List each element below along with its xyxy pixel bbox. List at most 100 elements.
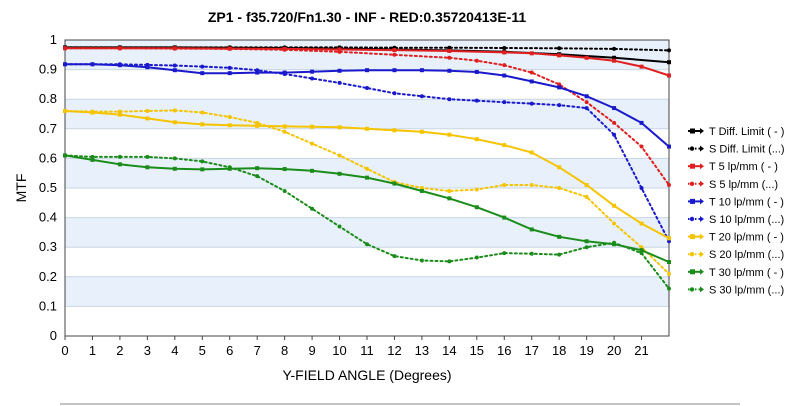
series-point xyxy=(310,141,315,146)
series-point xyxy=(667,60,671,65)
series-point xyxy=(584,106,589,111)
series-5 xyxy=(63,62,671,244)
legend-marker xyxy=(690,269,695,275)
series-point xyxy=(639,248,644,253)
series-point xyxy=(502,73,507,78)
legend-marker xyxy=(689,287,695,292)
series-point xyxy=(584,194,589,199)
plot-band xyxy=(65,276,669,307)
series-point xyxy=(90,154,95,159)
series-line xyxy=(64,154,670,290)
legend-label: T 20 lp/mm ( - ) xyxy=(709,232,784,244)
legend-marker xyxy=(689,146,695,151)
series-point xyxy=(282,72,287,77)
series-point xyxy=(529,79,534,84)
legend-label: S 10 lp/mm (...) xyxy=(709,214,784,226)
series-point xyxy=(392,68,397,73)
series-6 xyxy=(63,109,671,241)
y-tick-label: 1 xyxy=(50,32,57,47)
legend-label: T 5 lp/mm ( - ) xyxy=(709,161,778,173)
series-point xyxy=(392,91,397,96)
series-point xyxy=(502,183,507,188)
series-point xyxy=(502,50,507,55)
series-point xyxy=(557,186,562,190)
legend-item: S 5 lp/mm (...) xyxy=(688,179,778,191)
legend-item: T 10 lp/mm ( - ) xyxy=(688,196,784,208)
series-point xyxy=(392,254,397,259)
legend-label: S 20 lp/mm (...) xyxy=(709,249,784,261)
x-tick-label: 13 xyxy=(415,343,429,358)
series-point xyxy=(447,55,452,60)
legend-label: S 5 lp/mm (...) xyxy=(709,179,778,191)
series-3 xyxy=(63,46,671,188)
series-point xyxy=(502,100,507,105)
x-axis-label: Y-FIELD ANGLE (Degrees) xyxy=(282,367,451,383)
x-tick-label: 15 xyxy=(470,343,484,358)
series-point xyxy=(310,168,315,173)
series-layer xyxy=(63,45,671,291)
legend-marker xyxy=(690,234,695,240)
series-point xyxy=(337,68,342,73)
series-point xyxy=(200,110,205,115)
series-point xyxy=(200,71,205,76)
legend-label: T 30 lp/mm ( - ) xyxy=(709,267,784,279)
x-tick-label: 1 xyxy=(89,343,96,358)
series-point xyxy=(365,166,369,171)
x-tick-label: 6 xyxy=(226,343,233,358)
series-point xyxy=(63,153,67,158)
series-point xyxy=(474,58,479,63)
series-point xyxy=(337,125,342,130)
series-point xyxy=(474,255,479,260)
legend-item: T Diff. Limit ( - ) xyxy=(688,126,784,138)
series-point xyxy=(474,205,479,210)
series-point xyxy=(117,62,122,67)
x-tick-label: 5 xyxy=(199,343,206,358)
series-point xyxy=(557,165,562,170)
series-point xyxy=(639,221,644,226)
x-tick-label: 19 xyxy=(579,343,593,358)
x-tick-label: 2 xyxy=(116,343,123,358)
series-point xyxy=(474,137,479,142)
series-point xyxy=(667,271,671,276)
series-point xyxy=(200,159,205,164)
x-tick-label: 10 xyxy=(332,343,346,358)
series-point xyxy=(667,73,671,78)
y-tick-label: 0.3 xyxy=(39,239,57,254)
series-point xyxy=(447,97,452,102)
series-point xyxy=(117,162,122,167)
series-point xyxy=(502,143,507,148)
series-point xyxy=(392,128,397,133)
series-point xyxy=(612,58,617,63)
series-line xyxy=(64,63,670,243)
legend-label: T 10 lp/mm ( - ) xyxy=(709,196,784,208)
x-axis-ticks: 0 1 2 3 4 5 6 7 8 9 10 11 12 13 14 15 16 17 18 19 20 21 xyxy=(61,336,649,358)
legend-arrow xyxy=(700,286,704,293)
series-point xyxy=(365,68,369,73)
series-point xyxy=(63,109,67,114)
series-point xyxy=(447,68,452,73)
series-point xyxy=(255,123,260,128)
series-point xyxy=(337,47,342,52)
legend-item: S 10 lp/mm (...) xyxy=(688,214,784,226)
series-point xyxy=(172,166,177,171)
series-point xyxy=(282,129,287,134)
series-point xyxy=(557,85,562,90)
series-point xyxy=(612,55,617,60)
legend-arrow xyxy=(700,180,704,187)
legend-item: S 20 lp/mm (...) xyxy=(688,249,784,261)
series-point xyxy=(612,221,617,226)
series-point xyxy=(200,122,205,127)
series-point xyxy=(667,183,671,188)
series-point xyxy=(200,167,205,172)
series-point xyxy=(227,114,232,119)
legend-marker xyxy=(689,252,695,257)
series-point xyxy=(172,63,177,68)
legend-arrow xyxy=(700,128,704,134)
series-point xyxy=(90,157,95,162)
series-point xyxy=(639,120,644,125)
y-tick-label: 0 xyxy=(50,328,57,343)
series-point xyxy=(365,85,369,90)
legend-marker xyxy=(690,198,695,204)
series-point xyxy=(392,52,397,57)
